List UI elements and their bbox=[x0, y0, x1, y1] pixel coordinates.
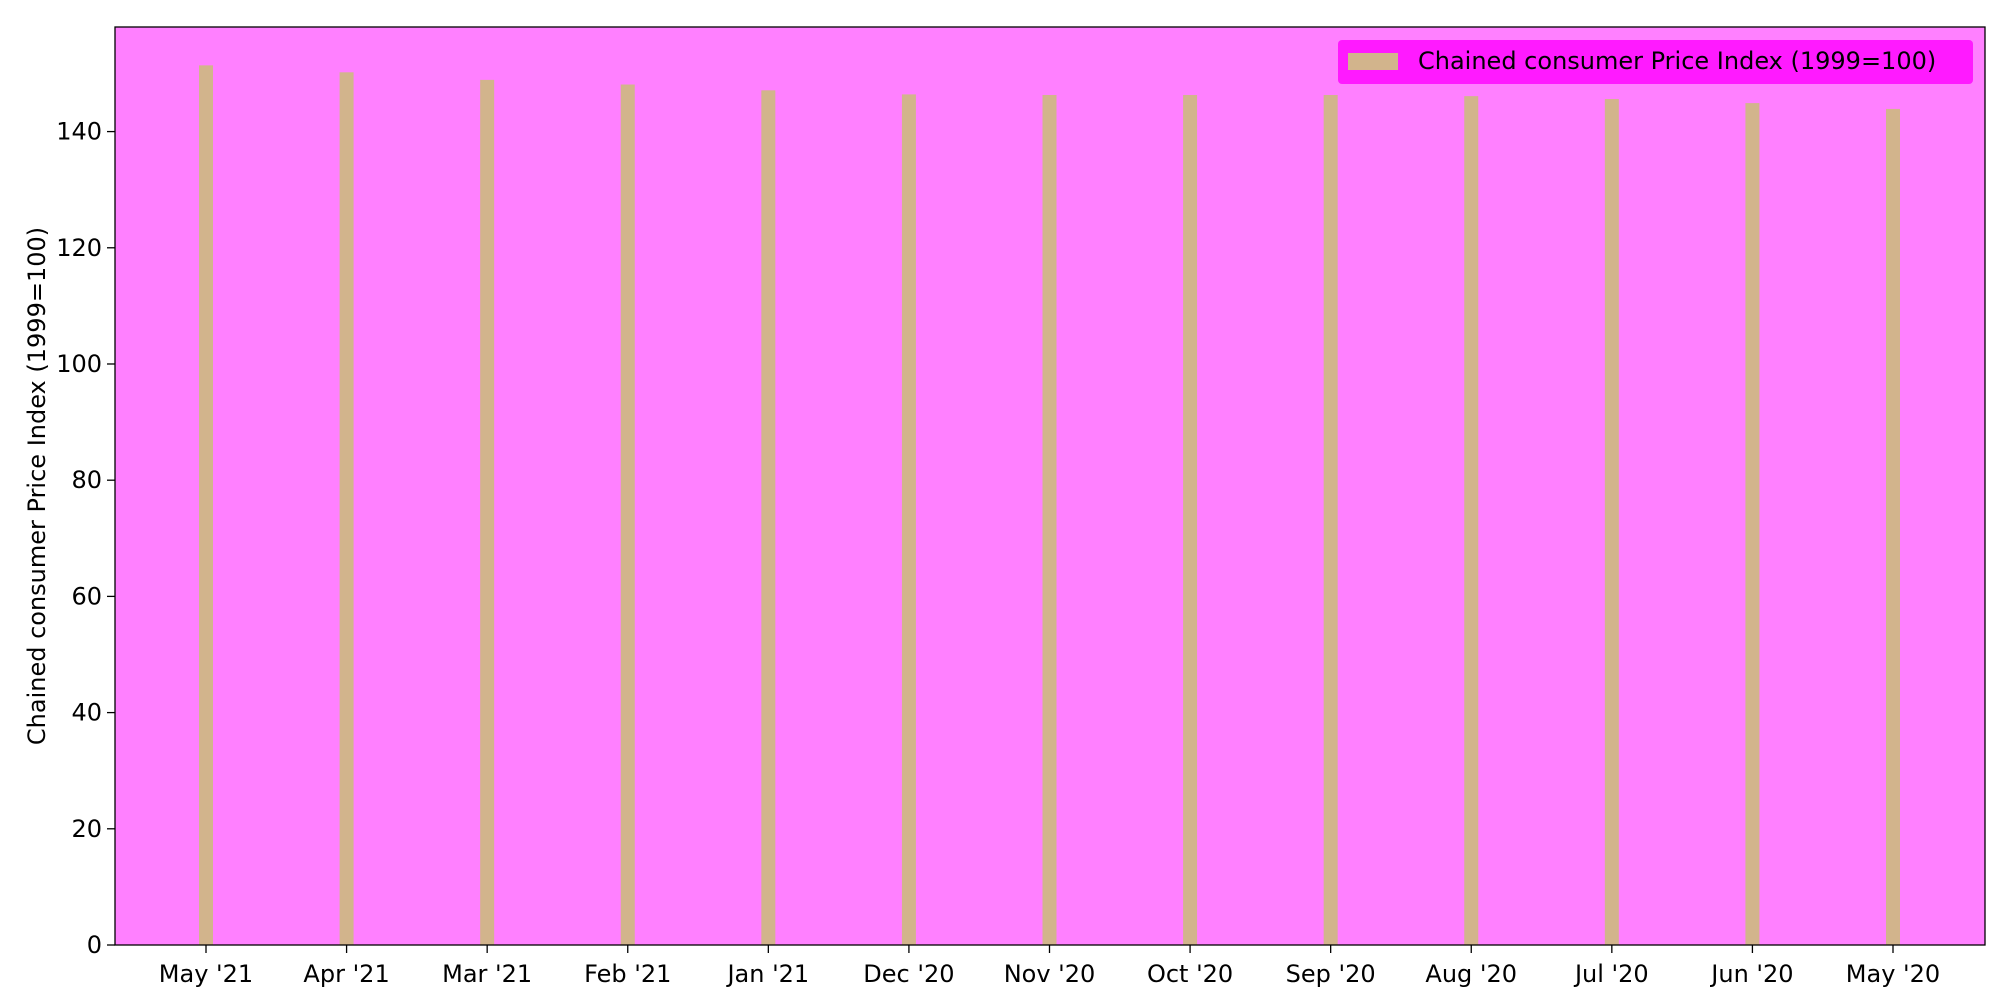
x-tick-label: Dec '20 bbox=[863, 960, 954, 988]
y-axis-label: Chained consumer Price Index (1999=100) bbox=[23, 227, 51, 745]
x-tick-label: Oct '20 bbox=[1147, 960, 1233, 988]
legend-swatch bbox=[1348, 53, 1398, 70]
bar bbox=[620, 84, 635, 945]
y-tick-label: 0 bbox=[87, 931, 102, 959]
x-tick-label: Jul '20 bbox=[1573, 960, 1649, 988]
x-tick-label: Apr '21 bbox=[303, 960, 389, 988]
y-tick-label: 140 bbox=[56, 118, 102, 146]
bar bbox=[761, 90, 776, 945]
bar bbox=[1745, 103, 1760, 945]
y-tick-label: 40 bbox=[71, 699, 102, 727]
x-tick-label: Sep '20 bbox=[1286, 960, 1376, 988]
bar bbox=[1886, 108, 1900, 945]
x-tick-label: Feb '21 bbox=[584, 960, 671, 988]
x-tick-label: Jun '20 bbox=[1709, 960, 1793, 988]
y-tick-label: 60 bbox=[71, 582, 102, 610]
x-axis: May '21 Apr '21 Mar '21 Feb '21 Jan '21 Dec '… bbox=[159, 945, 1940, 988]
x-tick-label: Jan '21 bbox=[725, 960, 809, 988]
legend-label: Chained consumer Price Index (1999=100) bbox=[1418, 47, 1936, 75]
y-tick-label: 120 bbox=[56, 234, 102, 262]
y-tick-label: 80 bbox=[71, 466, 102, 494]
legend: Chained consumer Price Index (1999=100) bbox=[1338, 40, 1973, 84]
bar bbox=[199, 65, 213, 946]
x-tick-label: Aug '20 bbox=[1425, 960, 1517, 988]
x-tick-label: May '21 bbox=[159, 960, 253, 988]
bar bbox=[1042, 94, 1057, 946]
x-tick-label: Nov '20 bbox=[1004, 960, 1096, 988]
bar bbox=[1604, 99, 1619, 945]
y-axis: 0 20 40 60 80 100 120 140 bbox=[56, 118, 115, 959]
y-tick-label: 20 bbox=[71, 815, 102, 843]
bar bbox=[480, 79, 495, 946]
legend-box bbox=[1338, 40, 1973, 84]
bar bbox=[901, 94, 916, 946]
plot-frame bbox=[114, 26, 1986, 946]
bar bbox=[1323, 94, 1338, 946]
bar bbox=[1464, 96, 1479, 945]
x-tick-label: Mar '21 bbox=[442, 960, 532, 988]
bar bbox=[1183, 94, 1198, 946]
bar bbox=[339, 72, 354, 946]
y-tick-label: 100 bbox=[56, 350, 102, 378]
x-tick-label: May '20 bbox=[1846, 960, 1940, 988]
bars-group bbox=[199, 65, 1900, 946]
